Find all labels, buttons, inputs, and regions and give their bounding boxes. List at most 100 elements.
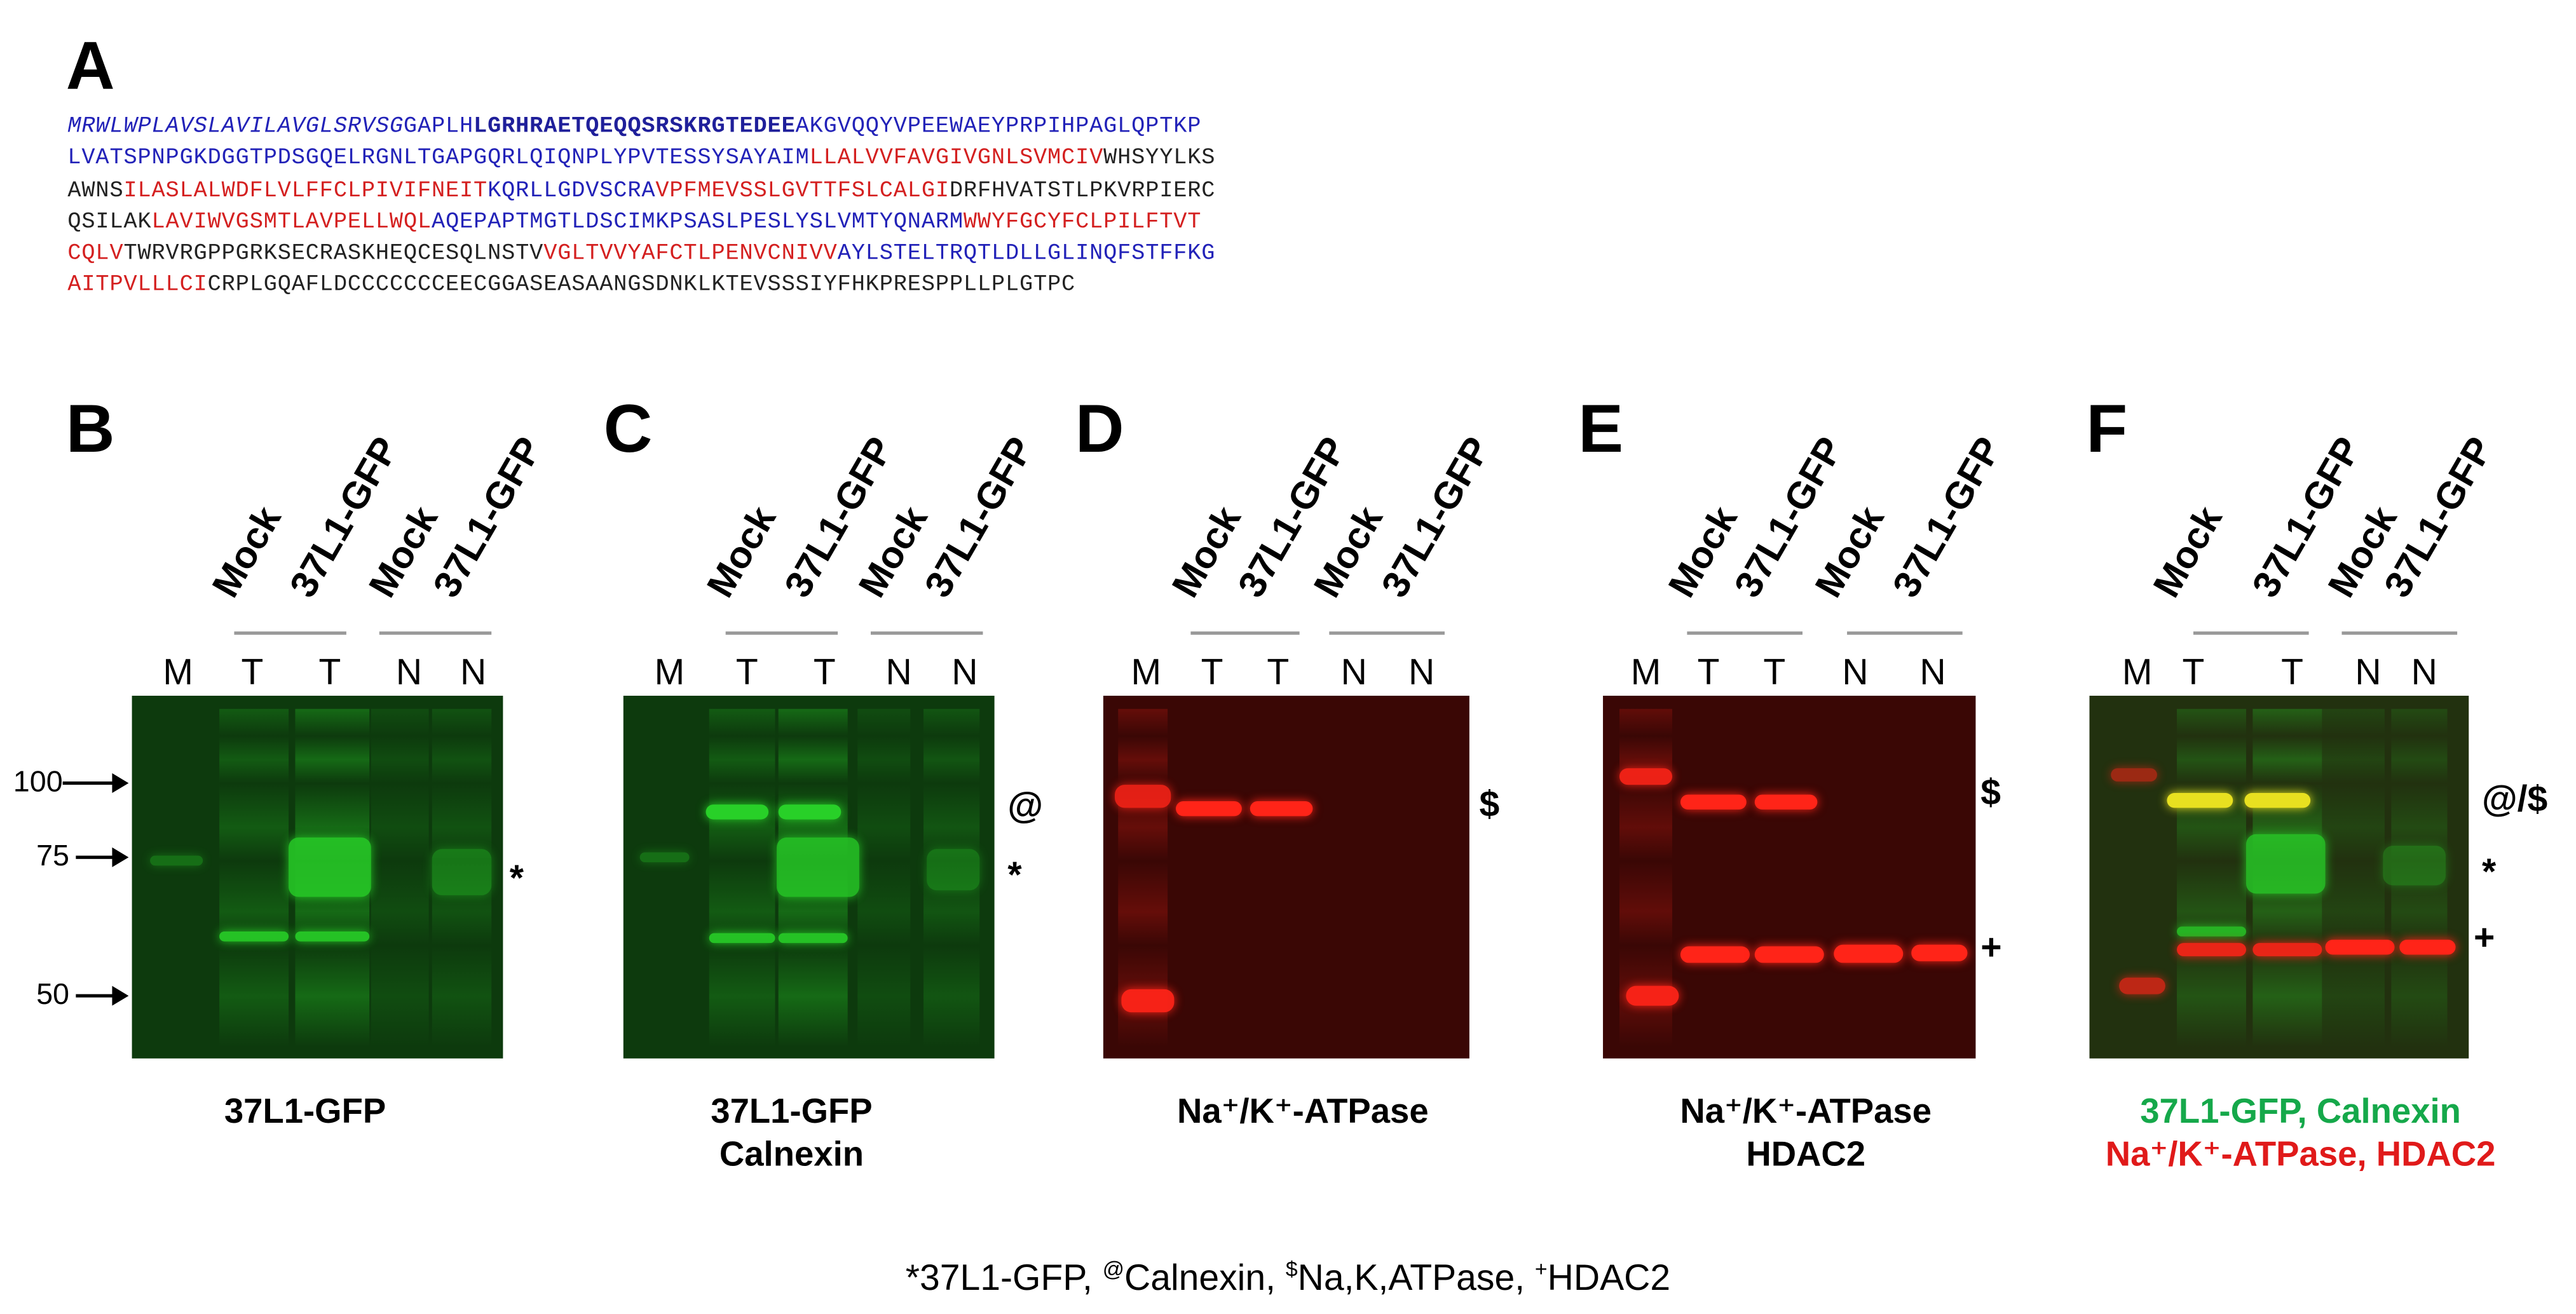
blot-band (295, 931, 370, 942)
blot-band (1176, 801, 1242, 816)
caption-e-line1: Na⁺/K⁺-ATPase (1680, 1093, 1932, 1131)
mw-arrow-50 (76, 994, 116, 998)
sequence-line: CQLVTWRVRGPPGRKSECRASKHEQCESQLNSTVVGLTVV… (67, 240, 1215, 271)
marker-f-gfp: * (2482, 850, 2497, 892)
sequence-segment: LLALVVF (809, 147, 908, 172)
footer-sym-atpase: $ (1285, 1256, 1298, 1282)
lane-code-M: M (163, 651, 193, 693)
footer-sym-calnexin: @ (1102, 1256, 1124, 1282)
lane-code-T: T (1763, 651, 1786, 693)
lane-label-mock: Mock (850, 499, 936, 604)
mw-arrow-75 (76, 855, 116, 859)
caption-f-red: Na⁺/K⁺-ATPase, HDAC2 (2105, 1136, 2496, 1175)
mw-label-100: 100 (13, 764, 63, 798)
panel-letter-b: B (65, 390, 115, 467)
sequence-segment: VPFMEVSSLGVTTFSLCALGI (655, 179, 950, 204)
blot-band (2325, 939, 2395, 955)
lane-smear (923, 708, 980, 1047)
blot-band (1619, 768, 1673, 785)
lane-smear (857, 708, 911, 1047)
blot-band (1754, 946, 1824, 963)
blot-band (1115, 785, 1171, 808)
panel-letter-c: C (603, 390, 653, 467)
lane-code-T: T (735, 651, 758, 693)
blot-band (1680, 946, 1750, 963)
lane-code-N: N (1842, 651, 1869, 693)
lane-group-line (1190, 631, 1300, 635)
lane-code-T: T (1697, 651, 1720, 693)
lane-code-N: N (395, 651, 423, 693)
blot-band (2177, 943, 2246, 956)
blot-band (1250, 801, 1313, 816)
sequence-segment: GAPLH (403, 115, 474, 140)
mw-label-50: 50 (36, 977, 70, 1011)
lane-label-construct: 37L1-GFP (1884, 429, 2010, 604)
lane-code-T: T (1201, 651, 1223, 693)
footer-text-gfp: 37L1-GFP, (919, 1257, 1103, 1298)
sequence-segment: AITPVLLLCI (67, 274, 208, 299)
caption-c-line1: 37L1-GFP (711, 1093, 873, 1131)
blot-band (2119, 977, 2165, 994)
lane-smear (2177, 708, 2246, 1047)
blot-band (2167, 793, 2233, 808)
footer-text-atpase: Na,K,ATPase, (1297, 1257, 1535, 1298)
blot-band (778, 804, 842, 820)
blot-band (2245, 834, 2326, 894)
lane-code-N: N (2411, 651, 2437, 693)
footer-text-calnexin: Calnexin, (1124, 1257, 1286, 1298)
caption-e: Na⁺/K⁺-ATPase HDAC2 (1625, 1092, 1987, 1178)
blot-band (2399, 939, 2456, 955)
lane-code-M: M (654, 651, 685, 693)
lane-group-line (2193, 631, 2309, 635)
sequence-segment: WHSYYLKS (1103, 147, 1216, 172)
lane-label-mock: Mock (203, 499, 289, 604)
sequence-segment: GQRLQIQNPLYPVTESSYSAYAIM (474, 147, 810, 172)
lane-group-line (1847, 631, 1963, 635)
blot-band (2383, 846, 2446, 886)
lane-group-line (234, 631, 346, 635)
lane-code-N: N (951, 651, 978, 693)
sequence-segment: LAVIWVGSMTLAVPELLWQL (151, 210, 432, 236)
sequence-segment: CRPLGQAFLDCCCCCCCEECGGASEASAANGSDNKLKTEV… (207, 274, 1076, 299)
blot-band (1834, 944, 1904, 963)
lane-group-line (2341, 631, 2458, 635)
lane-label-mock: Mock (1659, 499, 1745, 604)
lane-label-mock: Mock (1806, 499, 1892, 604)
sequence-segment: AWNS (67, 179, 124, 204)
marker-d-atpase: $ (1479, 783, 1500, 825)
blot-band (219, 931, 289, 942)
sequence-segment: AQEPAPTMGTLDSCIMKPSASLPESLYSLVMTYQNARM (432, 210, 964, 236)
panel-letter-d: D (1075, 390, 1124, 467)
blot-band (2177, 926, 2246, 937)
lane-label-construct: 37L1-GFP (1372, 429, 1499, 604)
caption-d-line1: Na⁺/K⁺-ATPase (1176, 1093, 1429, 1131)
sequence-segment: AYLSTELTRQTLDLLGLINQFSTFFKG (837, 242, 1216, 268)
lane-code-T: T (2182, 651, 2205, 693)
blot-band (1680, 794, 1747, 809)
lane-smear (219, 708, 289, 1047)
lane-smear (2391, 708, 2448, 1047)
caption-f-green: 37L1-GFP, Calnexin (2140, 1093, 2461, 1131)
sequence-segment: WWYFGCYFCLPILFTVT (963, 210, 1202, 236)
blot-band (777, 837, 859, 897)
blot-band (1911, 944, 1968, 961)
sequence-segment: DRFHVATSTLPKVRPIERC (949, 179, 1216, 204)
lane-code-N: N (1408, 651, 1435, 693)
footer-sym-hdac2: + (1534, 1256, 1548, 1282)
marker-e-hdac2: + (1980, 926, 2002, 968)
marker-c-calnexin: @ (1007, 785, 1044, 826)
blot-band (432, 849, 492, 895)
blot-band (778, 933, 848, 944)
lane-code-T: T (1267, 651, 1290, 693)
sequence-line: LVATSPNPGKDGGTPDSGQELRGNLTGAPGQRLQIQNPLY… (67, 144, 1215, 176)
mw-arrow-100 (62, 781, 116, 785)
lane-group-line (871, 631, 983, 635)
sequence-line: AWNSILASLALWDFLVLFFCLPIVIFNEITKQRLLGDVSC… (67, 176, 1215, 208)
marker-f-calnexin-atpase: @/$ (2482, 778, 2548, 820)
footer-text-hdac2: HDAC2 (1547, 1257, 1671, 1298)
sequence-segment: TWRVRGPPGRKSECRASKHEQCESQLNSTV (123, 242, 544, 268)
caption-b-line1: 37L1-GFP (224, 1093, 386, 1131)
footer-sym-gfp: * (905, 1257, 920, 1298)
lane-label-mock: Mock (360, 499, 446, 604)
lane-code-N: N (1919, 651, 1946, 693)
